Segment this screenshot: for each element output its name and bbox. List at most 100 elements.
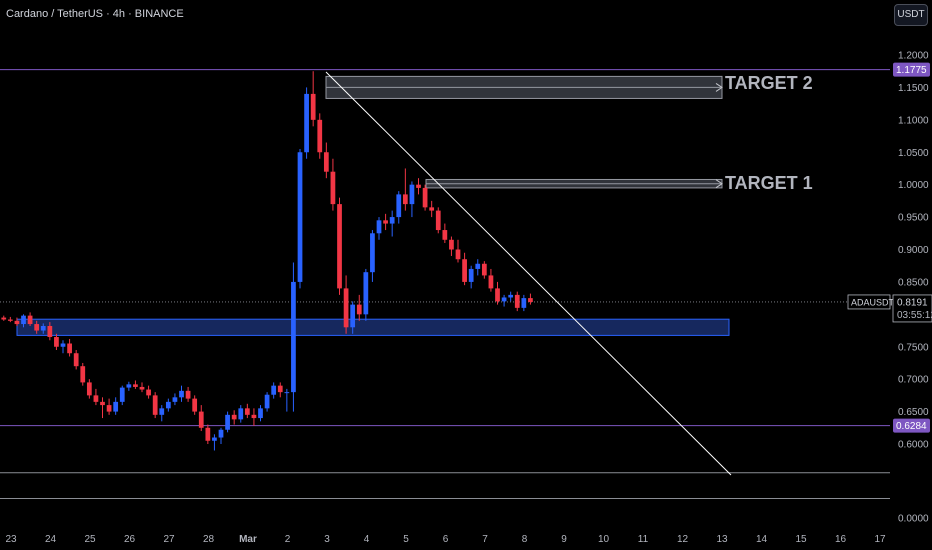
candle xyxy=(264,392,270,412)
y-tick-label: 1.1000 xyxy=(898,115,929,126)
price-axis-bg xyxy=(890,0,932,550)
y-tick-label: 0.9500 xyxy=(898,213,929,224)
candle xyxy=(225,411,230,433)
candle xyxy=(508,291,514,302)
candles xyxy=(1,71,533,451)
y-tick-label: 0.8500 xyxy=(898,277,929,288)
candle-body xyxy=(205,427,211,441)
candle xyxy=(258,405,263,422)
candle-body xyxy=(337,204,342,289)
candle-body xyxy=(165,401,171,409)
x-tick-label: 27 xyxy=(163,534,175,545)
candle-body xyxy=(54,337,59,347)
candle xyxy=(271,382,277,399)
candle-body xyxy=(34,324,40,331)
candle-body xyxy=(152,395,158,415)
candle xyxy=(304,87,309,159)
candle xyxy=(126,381,132,391)
x-tick-label: 17 xyxy=(874,534,886,545)
candle-body xyxy=(310,93,316,120)
candle-body xyxy=(93,395,99,402)
candle-body xyxy=(1,317,7,320)
candle-body xyxy=(317,119,323,153)
candle-body xyxy=(47,326,53,338)
candle-body xyxy=(330,171,336,205)
x-tick-label: 14 xyxy=(756,534,768,545)
symbol-tag: ADAUSDT xyxy=(851,297,895,307)
x-tick-label: 26 xyxy=(124,534,136,545)
candle xyxy=(80,362,86,386)
candle-body xyxy=(14,320,20,325)
y-tick-label: 0.7500 xyxy=(898,342,929,353)
upper-level-price-tag: 1.1775 xyxy=(896,65,927,76)
candle xyxy=(402,168,408,211)
x-tick-label: 16 xyxy=(835,534,847,545)
candle-body xyxy=(179,390,184,398)
candle xyxy=(488,268,494,292)
candle-body xyxy=(291,281,296,393)
candle xyxy=(370,230,375,282)
candle-body xyxy=(264,394,270,409)
candle xyxy=(330,158,336,211)
candle xyxy=(422,184,428,211)
x-tick-label: 7 xyxy=(482,534,488,545)
upper-level-price-tag-bg xyxy=(893,62,930,77)
candle xyxy=(7,316,13,323)
candle-body xyxy=(350,304,356,328)
candle xyxy=(291,262,296,412)
x-tick-label: 28 xyxy=(203,534,215,545)
candle xyxy=(119,385,125,406)
descending-trendline xyxy=(325,71,732,476)
y-tick-label: 1.0000 xyxy=(898,180,929,191)
trendline xyxy=(325,71,732,476)
target-label-2: TARGET 1 xyxy=(725,173,813,193)
candle-body xyxy=(244,408,250,415)
candle xyxy=(67,338,72,357)
candle xyxy=(310,71,316,127)
symbol-tag-bg xyxy=(847,294,891,310)
candle xyxy=(100,397,105,419)
y-tick-label: 1.0500 xyxy=(898,148,929,159)
candle-body xyxy=(146,389,151,396)
x-tick-label: 12 xyxy=(677,534,689,545)
x-tick-label: 23 xyxy=(5,534,17,545)
support-zone xyxy=(16,318,730,336)
candle xyxy=(185,386,191,402)
candle-body xyxy=(7,319,13,321)
lower-level-price-tag: 0.6284 xyxy=(896,421,927,432)
candle xyxy=(159,405,165,422)
candle-body xyxy=(100,401,105,406)
candle xyxy=(501,294,507,307)
candle xyxy=(47,322,53,341)
candle xyxy=(165,398,171,412)
candle-body xyxy=(73,353,79,367)
candle-body xyxy=(442,230,448,240)
candle-body xyxy=(389,217,395,224)
candle xyxy=(495,281,500,305)
candle-body xyxy=(402,194,408,205)
candle xyxy=(343,275,349,334)
candle-body xyxy=(198,411,204,428)
x-tick-label: 9 xyxy=(561,534,567,545)
horizontal-levels xyxy=(0,69,890,499)
x-tick-label: 5 xyxy=(403,534,409,545)
candle-body xyxy=(113,401,119,412)
candle xyxy=(363,268,369,321)
candle-body xyxy=(231,414,237,420)
candle-body xyxy=(218,429,224,438)
candle-body xyxy=(363,272,369,315)
candle xyxy=(455,239,461,263)
candle xyxy=(14,317,20,327)
x-tick-label: Mar xyxy=(239,534,257,545)
currency-button[interactable]: USDT xyxy=(894,4,928,26)
target-arrow-head-2 xyxy=(715,179,723,189)
candle-body xyxy=(172,397,178,402)
candle-body xyxy=(67,343,72,354)
candle-body xyxy=(528,298,533,303)
candle-body xyxy=(80,366,86,383)
y-tick-label: 0.6000 xyxy=(898,440,929,451)
candle xyxy=(21,314,26,328)
candle-body xyxy=(422,187,428,208)
